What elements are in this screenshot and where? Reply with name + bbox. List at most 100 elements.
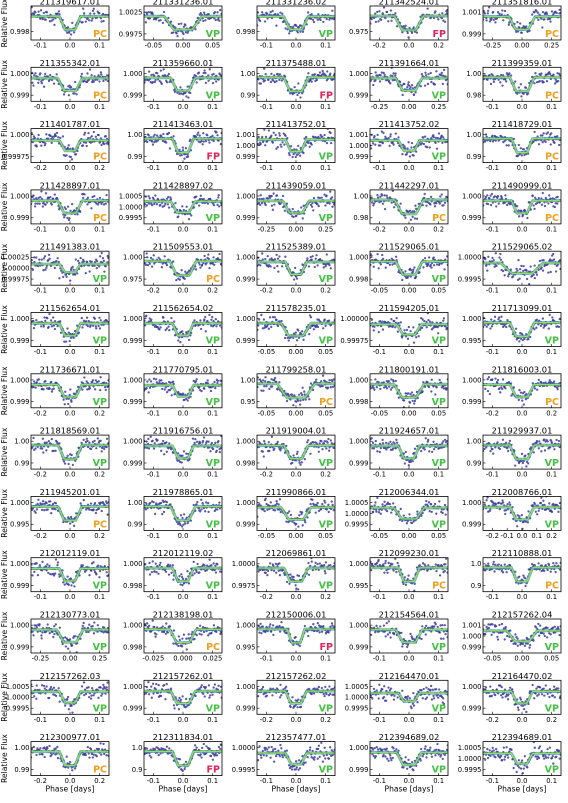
data-point [306,439,310,442]
x-tick-label: 0.05 [431,287,446,295]
panel-211319617-01: 211319617.01-0.1 0.0 0.10.998 PC [10,0,110,50]
x-tick-label: 0.1 [207,164,218,172]
data-point [48,257,51,260]
data-point [153,80,156,84]
data-point [147,70,151,73]
data-point [525,392,528,396]
data-point [50,390,54,393]
data-point [401,31,404,34]
data-point [442,136,445,139]
data-point [324,324,327,328]
data-point [205,440,208,443]
data-point [166,391,169,394]
data-point [58,442,61,445]
data-point [217,440,220,443]
data-point [39,17,42,20]
data-point [526,92,530,95]
data-point [419,85,422,88]
data-point [180,269,183,272]
data-point [292,454,295,457]
x-tick-label: 0.0 [65,164,76,172]
data-point [98,265,101,268]
data-point [303,458,306,461]
data-point [154,194,157,197]
data-point [397,396,400,399]
disposition-label: PC [93,152,107,163]
panel-title: 211736671.01 [40,364,101,374]
y-tick-label: 0.999 [123,92,142,100]
data-point [37,81,40,84]
panel-plot-area [483,191,561,220]
data-point [385,10,389,14]
data-point [44,268,47,271]
data-point [66,31,69,34]
data-point [533,328,536,331]
data-point [382,71,385,75]
disposition-label: VP [319,29,333,40]
data-point [519,337,523,340]
data-point [370,318,374,321]
x-tick-label: 0.0 [291,103,302,111]
x-tick-label: 0.1 [207,103,218,111]
panel-211375488-01: 211375488.01-0.1 0.0 0.11.000.99 FP [240,58,336,111]
data-point [215,131,218,134]
data-point [394,74,397,77]
data-point [325,17,328,21]
panel-frame [482,250,562,286]
y-tick-label: 0.998 [236,28,255,36]
data-point [527,337,530,341]
data-point [187,338,191,342]
data-point [404,216,407,219]
panel-plot-area [31,6,109,36]
data-point [558,143,561,147]
data-point [219,143,222,146]
data-point [74,80,77,84]
data-point [64,273,68,276]
y-tick-label: 0.999 [349,92,368,100]
data-point [170,316,173,320]
data-point [189,395,192,398]
data-point [179,341,182,344]
data-point [40,144,43,147]
data-point [446,8,448,12]
data-point [32,326,36,330]
panel-title: 211428897.01 [40,180,101,190]
data-point [389,388,393,391]
data-point [168,388,172,392]
data-point [92,130,96,134]
data-point [153,442,156,445]
y-tick-label: 1.00 [466,131,481,139]
data-point [486,194,489,197]
disposition-label: FP [207,152,220,163]
data-point [541,191,544,195]
disposition-label: PC [432,213,446,224]
data-point [546,131,550,134]
data-point [147,11,150,14]
data-point [189,91,192,95]
data-point [549,270,552,274]
data-point [487,255,490,258]
data-point [104,202,107,205]
data-point [181,149,185,152]
data-point [516,278,520,282]
data-point [151,203,154,207]
panel-plot-area [31,436,109,466]
data-point [63,340,66,343]
data-point [547,327,550,330]
data-point [426,7,429,10]
data-point [35,381,38,384]
data-point [323,380,327,383]
data-point [202,11,206,14]
data-point [403,329,406,332]
data-point [321,448,324,451]
data-point [399,321,402,324]
data-point [502,19,505,22]
data-point [279,202,282,205]
y-axis-title: Relative Flux [0,121,9,170]
data-point [57,10,61,13]
data-point [258,19,262,23]
data-point [275,318,278,321]
data-point [519,147,522,150]
panel-211799258-01: 211799258.01-0.05 0.00 0.051.000.95 PC [240,364,336,417]
panel-title: 211509553.01 [153,242,214,252]
